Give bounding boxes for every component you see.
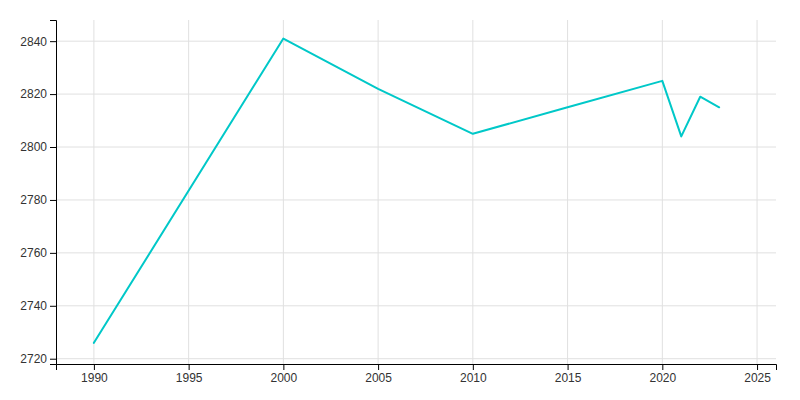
y-axis-tick-mark	[50, 359, 56, 360]
marks	[94, 39, 719, 343]
x-axis-tick-label: 2005	[365, 371, 392, 385]
grid	[56, 20, 776, 364]
y-axis-line	[50, 21, 57, 365]
grid-line-x	[93, 20, 94, 364]
grid-line-y	[56, 147, 776, 148]
y-axis-tick: 2760	[20, 246, 56, 260]
y-axis-tick: 2720	[20, 352, 56, 366]
line	[94, 39, 719, 343]
x-axis-tick: 1990	[81, 364, 108, 385]
x-axis-tick-label: 2020	[649, 371, 676, 385]
y-axis-tick-label: 2840	[20, 35, 47, 49]
x-axis-tick-label: 1990	[81, 371, 108, 385]
x-axis-tick: 2015	[555, 364, 582, 385]
plot: 1990 1995 2000 2005 2010 2015 2020 2025 2720 2740…	[20, 20, 776, 385]
chart-container: 1990 1995 2000 2005 2010 2015 2020 2025 2720 2740…	[0, 0, 800, 400]
y-axis-tick: 2780	[20, 193, 56, 207]
y-axis-tick: 2840	[20, 35, 56, 49]
y-axis-tick-mark	[50, 306, 56, 307]
x-axis-tick-label: 2025	[744, 371, 771, 385]
x-axis-tick-mark	[283, 364, 284, 370]
grid-line-y	[56, 41, 776, 42]
grid-line-y	[56, 252, 776, 253]
y-axis-tick-label: 2740	[20, 299, 47, 313]
x-axis-tick-mark	[94, 364, 95, 370]
grid-line-x	[662, 20, 663, 364]
x-axis-tick-mark	[189, 364, 190, 370]
grid-line-x	[378, 20, 379, 364]
x-axis-tick: 2000	[271, 364, 298, 385]
x-axis-tick: 1995	[176, 364, 203, 385]
y-axis-tick-label: 2760	[20, 246, 47, 260]
y-axis-tick-label: 2820	[20, 87, 47, 101]
y-axis-tick-mark	[50, 200, 56, 201]
y-axis-tick: 2800	[20, 140, 56, 154]
y-axis-tick-label: 2720	[20, 352, 47, 366]
y-axis-tick-mark	[50, 147, 56, 148]
x-axis-tick: 2025	[744, 364, 771, 385]
grid-line-x	[283, 20, 284, 364]
y-axis-tick-mark	[50, 41, 56, 42]
y-axis-tick-label: 2780	[20, 193, 47, 207]
y-axis-tick: 2820	[20, 87, 56, 101]
x-axis-tick: 2005	[365, 364, 392, 385]
x-axis-tick-label: 2010	[460, 371, 487, 385]
x-axis-tick: 2010	[460, 364, 487, 385]
x-axis-tick-label: 2000	[271, 371, 298, 385]
x-axis-tick-mark	[662, 364, 663, 370]
y-axis-tick-mark	[50, 253, 56, 254]
x-axis-tick-label: 2015	[555, 371, 582, 385]
x-axis-tick-mark	[378, 364, 379, 370]
x-axis-tick-label: 1995	[176, 371, 203, 385]
y-axis: 2720 2740 2760 2780 2800 2820 2840	[20, 21, 56, 367]
grid-line-y	[56, 358, 776, 359]
chart-svg: 1990 1995 2000 2005 2010 2015 2020 2025 2720 2740…	[0, 0, 800, 400]
grid-line-x	[757, 20, 758, 364]
grid-line-y	[56, 199, 776, 200]
y-axis-tick-label: 2800	[20, 140, 47, 154]
y-axis-tick: 2740	[20, 299, 56, 313]
grid-line-x	[567, 20, 568, 364]
x-axis-line	[57, 365, 777, 371]
x-axis-tick-mark	[568, 364, 569, 370]
x-axis-tick-mark	[757, 364, 758, 370]
x-axis-tick-mark	[473, 364, 474, 370]
y-axis-tick-mark	[50, 94, 56, 95]
x-axis: 1990 1995 2000 2005 2010 2015 2020 2025	[57, 364, 777, 385]
grid-line-y	[56, 305, 776, 306]
grid-line-x	[472, 20, 473, 364]
x-axis-tick: 2020	[649, 364, 676, 385]
